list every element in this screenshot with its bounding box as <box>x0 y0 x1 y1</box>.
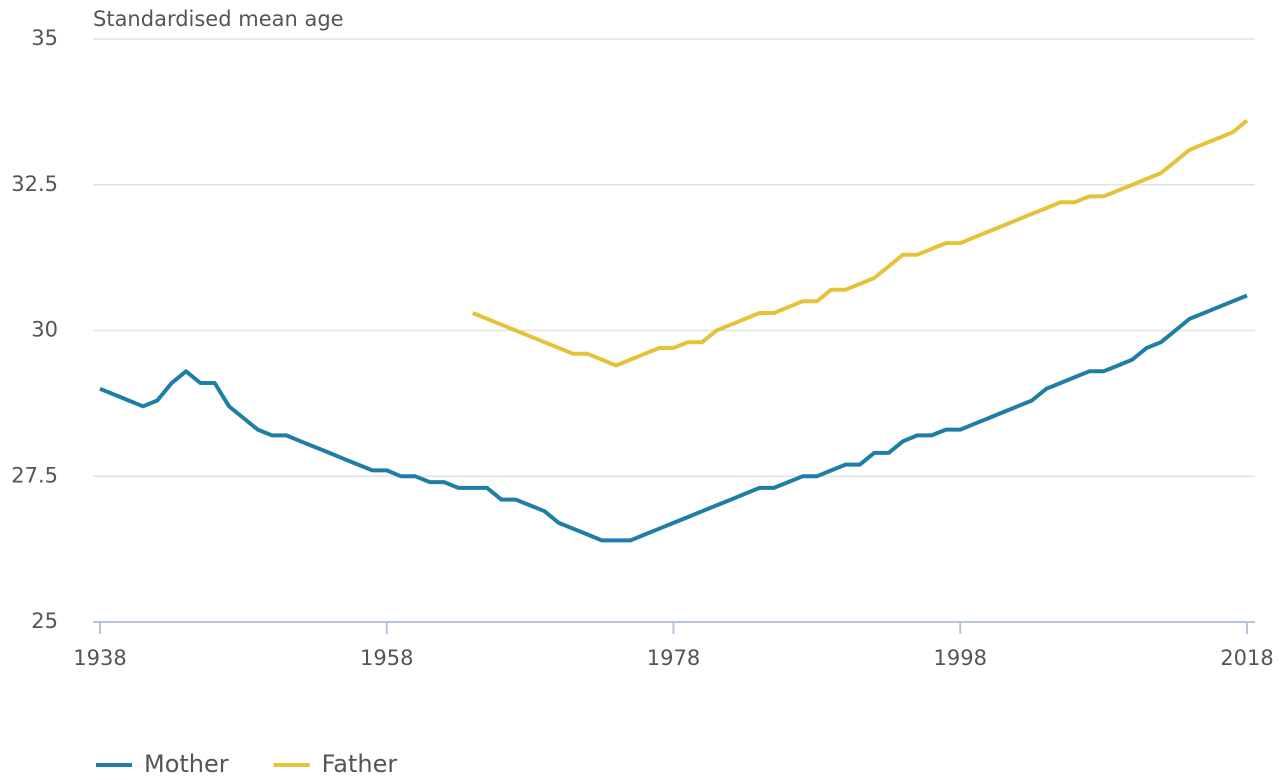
legend-label: Mother <box>144 750 229 778</box>
y-axis-label: Standardised mean age <box>93 7 344 31</box>
x-tick-label: 1938 <box>73 646 126 670</box>
x-tick-label: 1978 <box>647 646 700 670</box>
y-tick-label: 30 <box>31 318 58 342</box>
y-tick-label: 25 <box>31 609 58 633</box>
x-tick-label: 1998 <box>934 646 987 670</box>
x-tick-label: 1958 <box>360 646 413 670</box>
legend-label: Father <box>322 750 398 778</box>
y-tick-label: 27.5 <box>11 463 58 487</box>
x-tick-label: 2018 <box>1220 646 1273 670</box>
series-line <box>99 293 1248 543</box>
series-line <box>472 119 1249 368</box>
y-tick-label: 35 <box>31 26 58 50</box>
y-tick-label: 32.5 <box>11 172 58 196</box>
